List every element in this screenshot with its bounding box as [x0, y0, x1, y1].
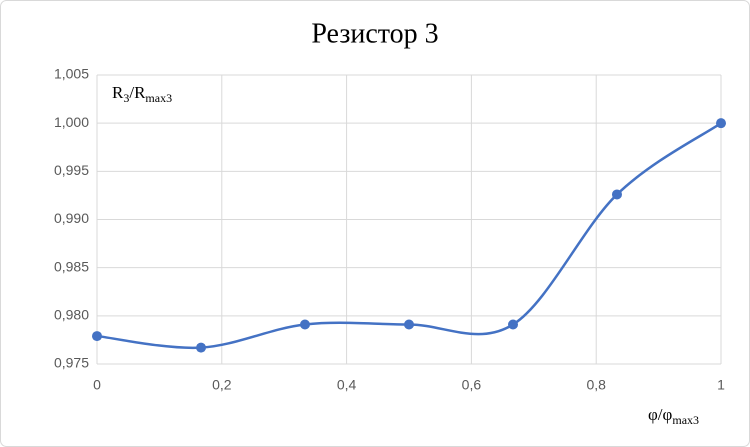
y-tick-label: 0,975 [54, 355, 89, 371]
y-axis-label: R3/Rmax3 [112, 83, 172, 105]
data-point [299, 319, 310, 330]
y-tick-label: 1,005 [54, 66, 89, 82]
y-tick-label: 1,000 [54, 114, 89, 130]
x-tick-label: 0,8 [586, 377, 606, 393]
y-tick-label: 0,980 [54, 307, 89, 323]
x-tick-label: 0,2 [212, 377, 232, 393]
y-tick-label: 0,985 [54, 258, 89, 274]
chart-title: Резистор 3 [311, 18, 438, 49]
x-tick-label: 0,6 [462, 377, 482, 393]
label-subscript: max3 [672, 413, 699, 427]
label-subscript: max3 [145, 91, 172, 105]
x-axis-label: φ/φmax3 [648, 405, 699, 427]
x-tick-label: 1 [717, 377, 725, 393]
label-text: φ/φ [648, 405, 673, 424]
data-point [196, 342, 207, 353]
data-point [508, 319, 519, 330]
x-tick-label: 0,4 [337, 377, 357, 393]
x-tick-label: 0 [93, 377, 101, 393]
data-point [716, 118, 726, 129]
label-text: R [112, 83, 124, 102]
data-point [611, 189, 622, 200]
data-point [404, 319, 414, 330]
label-subscript: 3 [123, 91, 129, 105]
data-point [92, 331, 102, 342]
y-tick-label: 0,990 [54, 210, 89, 226]
y-tick-label: 0,995 [54, 162, 89, 178]
label-text: /R [129, 83, 146, 102]
